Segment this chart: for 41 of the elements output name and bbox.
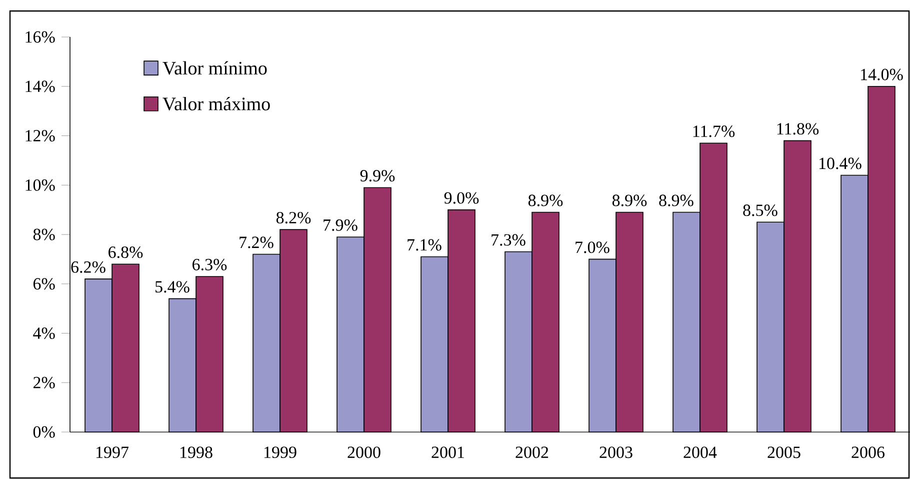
data-label: 9.0% [444,192,479,204]
y-tick-label: 8% [33,228,55,240]
x-tick-label: 2006 [852,446,884,458]
y-tick-label: 10% [26,179,55,191]
x-tick-label: 2005 [768,446,800,458]
x-tick-label: 1998 [180,446,212,458]
data-label: 8.9% [528,194,563,206]
data-label: 6.8% [108,246,143,258]
x-tick-label: 1999 [264,446,296,458]
x-tick-label: 2002 [516,446,548,458]
legend-label: Valor mínimo [162,61,267,75]
data-label: 7.3% [492,234,526,246]
y-tick-label: 4% [33,328,55,340]
data-label: 5.4% [156,281,190,293]
data-label: 7.9% [324,219,358,231]
data-label: 11.8% [777,123,819,135]
y-tick-label: 14% [26,80,55,92]
y-tick-label: 0% [33,426,55,438]
x-tick-label: 2001 [432,446,464,458]
data-label: 7.1% [408,239,442,251]
data-label: 9.9% [360,170,395,182]
x-tick-label: 2003 [600,446,632,458]
data-label: 14.0% [861,68,903,80]
legend-label: Valor máximo [162,96,270,110]
data-label: 10.4% [820,158,862,170]
y-tick-label: 16% [26,31,55,43]
x-tick-label: 2000 [348,446,380,458]
y-tick-label: 6% [33,278,55,290]
x-tick-label: 1997 [96,446,129,458]
x-tick-label: 2004 [684,446,717,458]
data-label: 7.0% [576,242,610,254]
y-tick-label: 2% [34,376,55,388]
data-label: 8.2% [276,212,311,224]
data-label: 8.5% [743,204,778,216]
data-label: 11.7% [693,126,735,138]
data-label: 6.3% [192,258,227,270]
y-tick-label: 12% [26,130,55,142]
data-label: 8.9% [612,194,647,206]
data-label: 8.9% [659,194,694,206]
data-label: 6.2% [71,261,106,273]
data-label: 7.2% [240,236,274,248]
